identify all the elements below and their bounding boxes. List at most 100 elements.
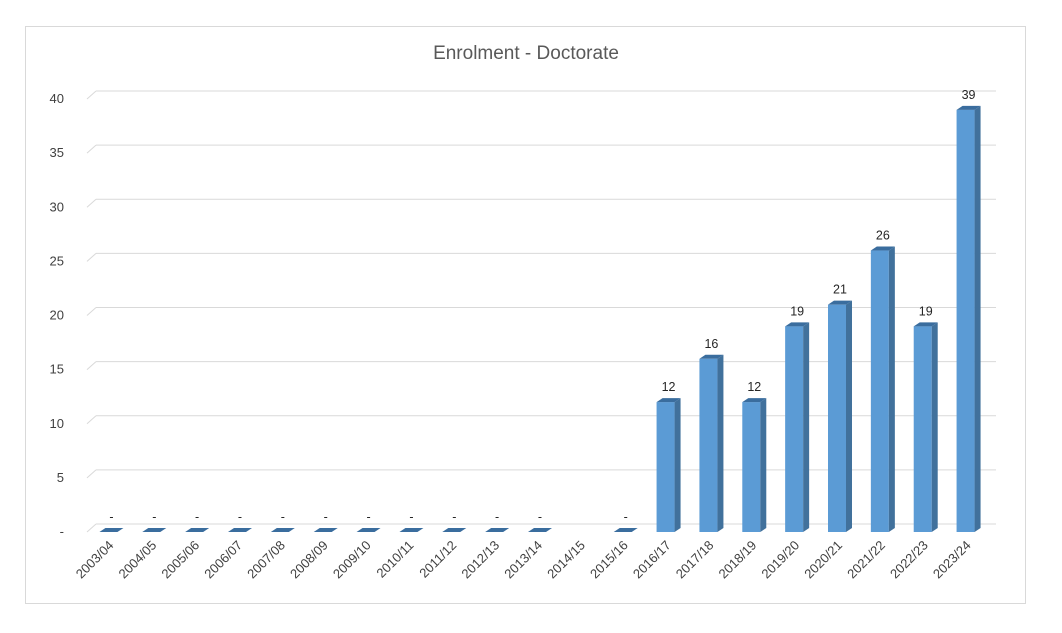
data-label: - — [109, 510, 113, 524]
bar-top — [270, 528, 295, 532]
bar-top — [356, 528, 381, 532]
bar-front — [956, 109, 975, 532]
chart-svg: Enrolment - Doctorate - 5 10 15 20 25 30 35 40 -… — [50, 43, 996, 582]
bar-top — [99, 528, 124, 532]
data-label: - — [238, 510, 242, 524]
data-labels: - - - - - - - - - - - - 12 16 12 19 21 26 19 39 — [109, 88, 975, 524]
x-tick-label: 2022/23 — [887, 538, 931, 582]
data-label: - — [324, 510, 328, 524]
data-label: - — [452, 510, 456, 524]
x-tick-label: 2012/13 — [458, 538, 502, 582]
data-label: 19 — [919, 304, 933, 318]
bar-top — [913, 322, 938, 327]
x-tick-label: 2009/10 — [330, 538, 374, 582]
y-tick-label: 25 — [50, 253, 64, 268]
bar-top — [656, 398, 681, 403]
bar-side — [846, 300, 852, 532]
bar-top — [399, 528, 424, 532]
data-label: 12 — [747, 380, 761, 394]
y-tick-label: - — [60, 524, 64, 539]
grid-layer — [86, 90, 996, 533]
bar-front — [870, 250, 889, 533]
x-tick-label: 2017/18 — [673, 538, 717, 582]
bar-top — [185, 528, 210, 532]
x-tick-label: 2011/12 — [416, 538, 459, 581]
data-label: - — [281, 510, 285, 524]
gridline-depth — [86, 361, 97, 370]
x-tick-label: 2023/24 — [930, 538, 974, 582]
y-tick-label: 30 — [50, 199, 64, 214]
gridline-depth — [86, 415, 97, 425]
bar-top — [785, 322, 810, 327]
bar-front — [913, 326, 932, 532]
x-tick-label: 2007/08 — [244, 538, 288, 582]
gridline-depth — [86, 144, 97, 154]
bar-front — [699, 358, 718, 532]
x-tick-label: 2020/21 — [801, 538, 845, 582]
bar-side — [760, 398, 767, 532]
data-label: - — [624, 510, 628, 524]
y-tick-label: 40 — [50, 91, 64, 106]
bars — [99, 105, 981, 533]
bar-top — [142, 528, 167, 532]
x-tick-label: 2013/14 — [501, 538, 545, 582]
x-tick-label: 2019/20 — [758, 538, 802, 582]
x-axis-ticks: 2003/04 2004/05 2005/06 2006/07 2007/08 2008/… — [73, 538, 974, 582]
data-label: 21 — [833, 283, 847, 297]
gridline-depth — [86, 469, 97, 479]
bar-side — [803, 322, 810, 532]
bar-top — [956, 105, 981, 110]
data-label: 12 — [662, 380, 676, 394]
y-tick-label: 35 — [50, 145, 64, 160]
gridline-depth — [86, 90, 97, 100]
bar-top — [699, 354, 724, 359]
bar-front — [656, 402, 675, 532]
bar-top — [828, 300, 852, 305]
data-label: - — [152, 510, 156, 524]
gridline-depth — [86, 307, 97, 316]
data-label: - — [538, 510, 542, 524]
data-label: 16 — [704, 337, 718, 351]
bar-top — [485, 528, 510, 532]
bar-side — [674, 398, 681, 532]
x-tick-label: 2008/09 — [287, 538, 331, 582]
chart-title: Enrolment - Doctorate — [433, 43, 619, 64]
gridline-depth — [86, 523, 97, 533]
data-label: 26 — [876, 229, 890, 243]
bar-front — [785, 326, 804, 532]
data-label: - — [195, 510, 199, 524]
x-tick-label: 2015/16 — [587, 538, 631, 582]
bar-top — [870, 246, 895, 251]
y-tick-label: 10 — [50, 416, 64, 431]
bar-top — [528, 528, 552, 532]
bar-side — [888, 246, 895, 533]
bar-side — [931, 322, 938, 532]
x-tick-label: 2006/07 — [201, 538, 245, 582]
bar-front — [828, 304, 846, 532]
chart-frame: Enrolment - Doctorate - 5 10 15 20 25 30 35 40 -… — [25, 26, 1026, 604]
y-axis-ticks: - 5 10 15 20 25 30 35 40 — [50, 91, 64, 539]
bar-side — [974, 105, 981, 532]
x-tick-label: 2018/19 — [716, 538, 760, 582]
x-tick-label: 2010/11 — [373, 538, 416, 581]
x-tick-label: 2005/06 — [158, 538, 202, 582]
y-tick-label: 20 — [50, 308, 64, 323]
bar-top — [742, 398, 767, 403]
data-label: - — [409, 510, 413, 524]
gridline-depth — [86, 253, 97, 262]
bar-top — [613, 528, 638, 532]
bar-side — [717, 354, 724, 532]
x-tick-label: 2016/17 — [630, 538, 674, 582]
y-tick-label: 15 — [50, 362, 64, 377]
bar-front — [742, 402, 761, 532]
data-label: - — [495, 510, 499, 524]
bar-top — [313, 528, 338, 532]
x-tick-label: 2014/15 — [544, 538, 588, 582]
bar-top — [228, 528, 252, 532]
x-tick-label: 2003/04 — [73, 538, 117, 582]
data-label: 19 — [790, 304, 804, 318]
data-label: - — [366, 510, 370, 524]
x-tick-label: 2021/22 — [844, 538, 888, 582]
gridline-depth — [86, 198, 97, 208]
bar-top — [442, 528, 467, 532]
